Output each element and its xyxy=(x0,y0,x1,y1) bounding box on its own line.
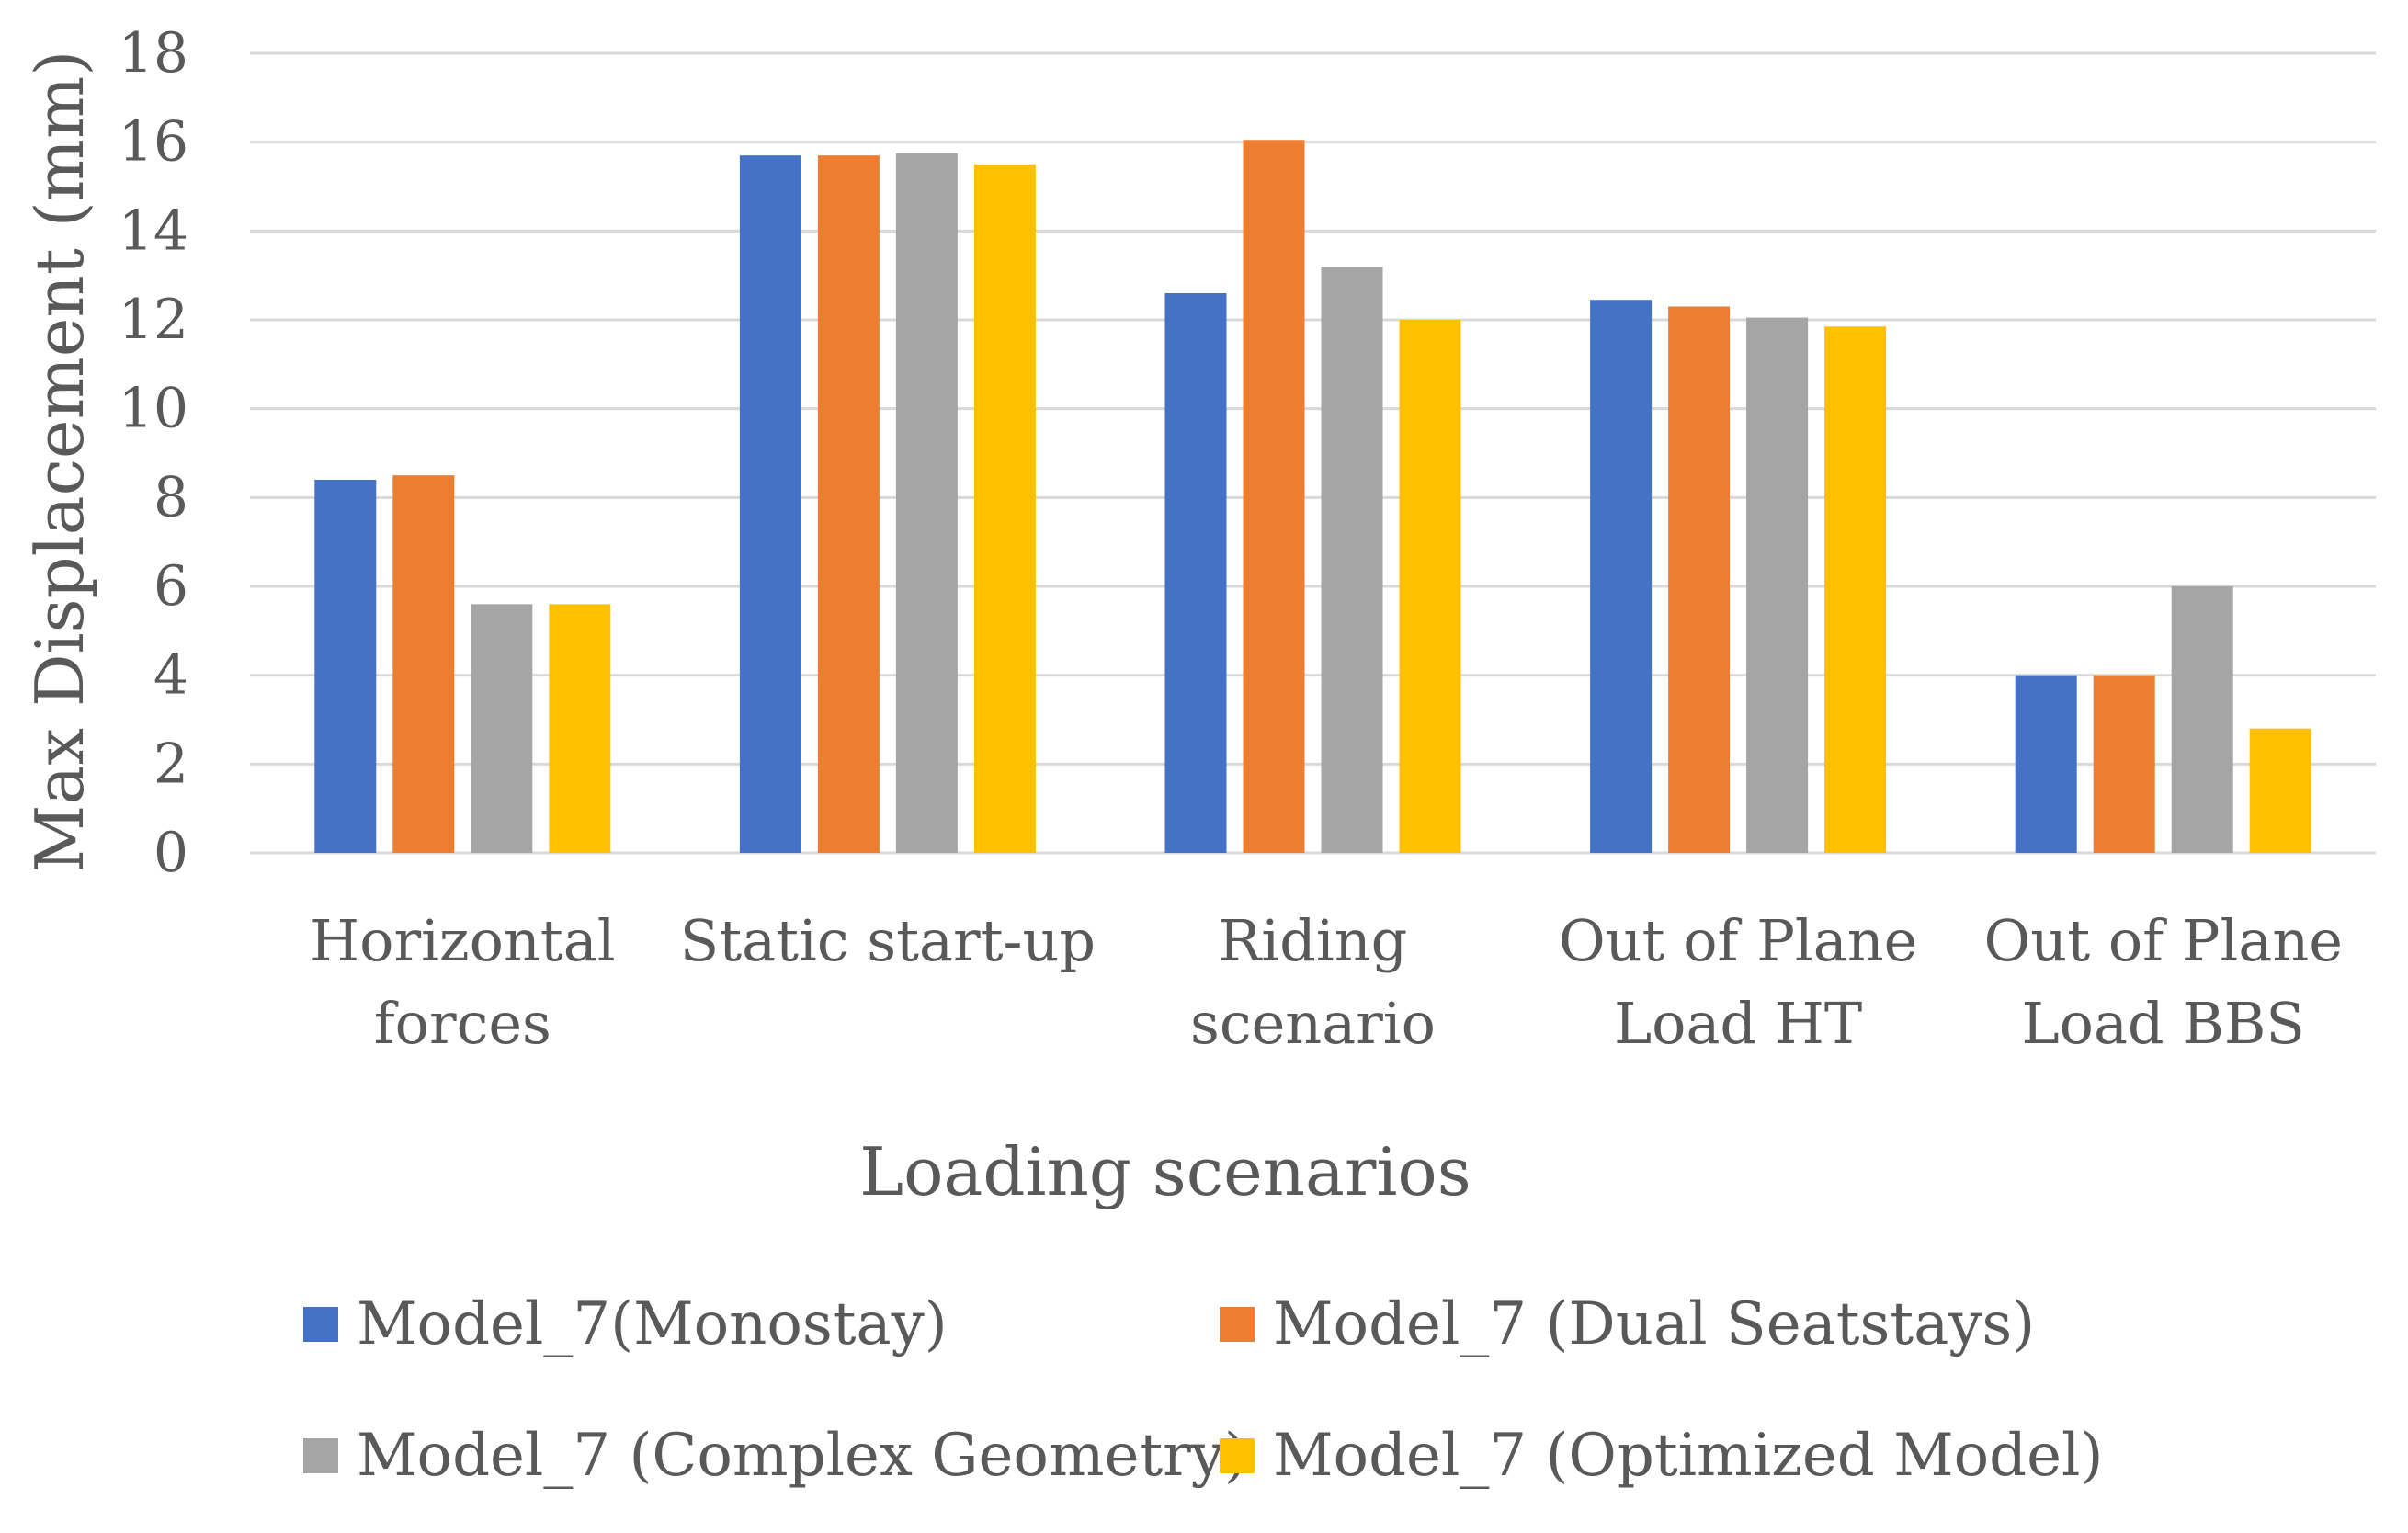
x-category-label: Out of Plane xyxy=(1983,907,2343,974)
legend-item: Model_7(Monostay) xyxy=(303,1290,948,1358)
legend-item: Model_7 (Dual Seatstays) xyxy=(1220,1290,2035,1358)
y-tick-label: 8 xyxy=(153,465,188,529)
legend-swatch xyxy=(303,1438,338,1473)
bar xyxy=(1590,300,1653,853)
y-tick-label: 4 xyxy=(153,643,188,708)
x-category-label: Static start-up xyxy=(680,907,1096,974)
bars xyxy=(314,140,2311,854)
x-category-label: Load BBS xyxy=(2021,990,2304,1057)
x-axis-title: Loading scenarios xyxy=(859,1133,1471,1210)
legend-label: Model_7(Monostay) xyxy=(357,1290,948,1358)
x-category-label: Riding xyxy=(1219,907,1408,974)
y-tick-label: 0 xyxy=(153,821,188,885)
bar xyxy=(549,604,611,853)
y-tick-label: 10 xyxy=(119,377,188,441)
bar xyxy=(1321,267,1383,853)
bar xyxy=(471,604,533,853)
bar xyxy=(973,164,1036,854)
legend-label: Model_7 (Optimized Model) xyxy=(1273,1422,2103,1490)
bar xyxy=(2015,675,2077,853)
bar xyxy=(1824,326,1887,853)
x-category-label: Horizontal xyxy=(310,907,616,974)
y-tick-label: 12 xyxy=(119,288,188,352)
y-tick-label: 6 xyxy=(153,554,188,619)
x-category-label: forces xyxy=(374,990,551,1057)
legend-label: Model_7 (Complex Geometry) xyxy=(357,1422,1247,1490)
y-tick-label: 14 xyxy=(119,199,188,263)
bar xyxy=(895,153,958,853)
bar xyxy=(392,475,455,853)
y-tick-label: 18 xyxy=(119,21,188,85)
legend-item: Model_7 (Optimized Model) xyxy=(1220,1422,2103,1490)
legend-swatch xyxy=(1220,1307,1255,1342)
bar xyxy=(1164,293,1227,853)
bar xyxy=(739,155,801,853)
bar xyxy=(2093,675,2155,853)
y-tick-label: 16 xyxy=(119,110,188,175)
legend-label: Model_7 (Dual Seatstays) xyxy=(1273,1290,2035,1358)
y-tick-label: 2 xyxy=(153,732,188,796)
bar xyxy=(817,155,880,853)
x-category-label: Out of Plane xyxy=(1559,907,1918,974)
x-category-label: Load HT xyxy=(1614,990,1862,1057)
bar xyxy=(1399,320,1461,853)
legend-swatch xyxy=(303,1307,338,1342)
legend: Model_7(Monostay) Model_7 (Dual Seatstays… xyxy=(303,1290,2103,1490)
bar xyxy=(2171,586,2233,853)
x-category-label: scenario xyxy=(1190,990,1436,1057)
bar xyxy=(314,480,377,853)
x-axis-categories: Horizontal forces Static start-up Riding sce… xyxy=(310,907,2343,1057)
y-axis-ticks: 0 2 4 6 8 10 12 14 16 18 xyxy=(119,21,188,885)
bar xyxy=(1243,140,1305,853)
y-axis-title: Max Displacement (mm) xyxy=(21,51,98,873)
legend-swatch xyxy=(1220,1438,1255,1473)
bar xyxy=(1746,317,1809,853)
legend-item: Model_7 (Complex Geometry) xyxy=(303,1422,1247,1490)
bar xyxy=(1668,306,1731,853)
bar xyxy=(2249,728,2311,853)
